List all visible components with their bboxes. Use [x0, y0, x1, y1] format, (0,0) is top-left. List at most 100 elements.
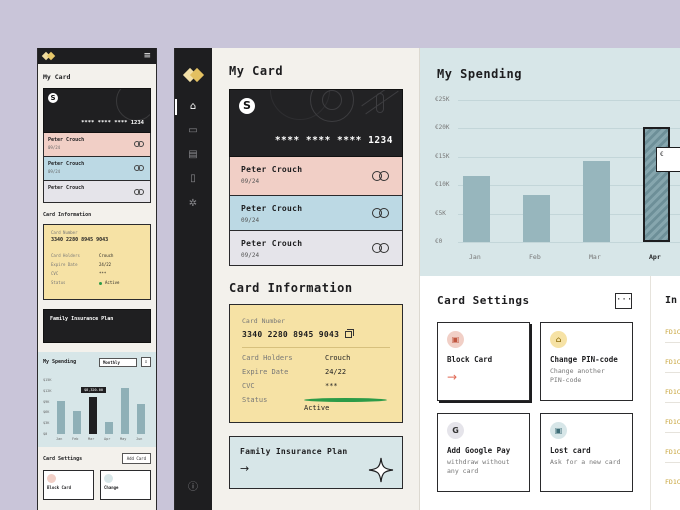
card-number: **** **** **** 1234: [81, 120, 144, 126]
google-pay-tile[interactable]: G Add Google Pay withdraw without any ca…: [437, 413, 530, 492]
phone-icon[interactable]: ▯: [190, 173, 196, 184]
block-card-tile[interactable]: ▣ Block Card →: [437, 322, 530, 401]
mobile-bar[interactable]: [73, 411, 81, 434]
status-badge: Active: [304, 404, 330, 412]
mobile-card-strip[interactable]: Peter Crouch 09/24: [43, 157, 151, 181]
intl-row[interactable]: FD1C: [665, 478, 680, 486]
y-tick-label: $15K: [43, 378, 52, 382]
x-tick-label: Apr: [104, 437, 111, 441]
copy-icon[interactable]: [345, 329, 355, 338]
mobile-block-card-tile[interactable]: Block Card: [43, 470, 94, 500]
spending-title: My Spending: [437, 67, 522, 81]
card-brand-logo: S: [239, 98, 255, 114]
y-tick-label: $6K: [43, 410, 50, 415]
more-options-icon[interactable]: ···: [615, 293, 632, 309]
intl-row[interactable]: FD1C: [665, 448, 680, 456]
arrow-right-icon: →: [447, 370, 458, 384]
info-row-status: Status Active: [242, 396, 390, 412]
credit-card[interactable]: S **** **** **** 1234: [229, 89, 403, 157]
bar-feb[interactable]: [523, 195, 550, 242]
mobile-bar[interactable]: [89, 397, 97, 434]
mobile-card-strip[interactable]: Peter Crouch: [43, 181, 151, 203]
x-tick-label: Mar: [88, 437, 95, 441]
bar-jan[interactable]: [463, 175, 490, 242]
mobile-card-info: Card Number 3340 2280 8945 9043 Card Hol…: [43, 224, 151, 300]
card-settings-title: Card Settings: [437, 294, 530, 307]
change-pin-tile[interactable]: ⌂ Change PIN-code Change another PIN-cod…: [540, 322, 633, 401]
grid-line: [458, 213, 680, 215]
card-icon[interactable]: ▭: [188, 125, 198, 136]
status-dot: [304, 398, 387, 402]
y-tick-label: $12K: [43, 388, 52, 393]
active-nav-indicator: [175, 99, 177, 115]
mobile-spending-panel: My Spending Monthly ⇩ $15K $12K $9K $6K $3K $…: [38, 352, 156, 447]
chart-tooltip: €: [656, 147, 680, 172]
intl-row[interactable]: FD1C: [665, 328, 680, 336]
download-icon[interactable]: ⇩: [141, 357, 151, 367]
period-select[interactable]: Monthly: [99, 357, 137, 367]
mastercard-icon: [134, 165, 145, 171]
mobile-insurance-plan[interactable]: Family Insurance Plan: [43, 309, 151, 343]
x-tick-label: Mar: [589, 253, 601, 261]
y-tick-label: $9K: [43, 399, 50, 404]
card-holder-name: Peter Crouch: [241, 204, 303, 213]
lock-icon: [104, 474, 113, 483]
intl-row[interactable]: FD1C: [665, 358, 680, 366]
document-icon[interactable]: ▤: [188, 149, 198, 160]
lock-icon: ⌂: [550, 331, 567, 348]
y-tick-label: $3K: [43, 421, 50, 426]
card-number-label: Card Number: [51, 230, 78, 235]
intl-row[interactable]: FD1C: [665, 388, 680, 396]
y-tick-label: €15K: [435, 152, 450, 160]
lost-card-tile[interactable]: ▣ Lost card Ask for a new card: [540, 413, 633, 492]
info-icon[interactable]: ⓘ: [188, 482, 198, 493]
grid-line: [458, 185, 680, 187]
hamburger-menu-icon[interactable]: ≡: [143, 51, 151, 61]
mobile-bar[interactable]: [105, 421, 113, 434]
x-tick-label: May: [120, 437, 127, 441]
add-card-button[interactable]: Add Card: [121, 453, 151, 464]
info-row-holder: Card Holders Crouch: [242, 354, 351, 362]
gear-icon[interactable]: ✲: [188, 198, 198, 209]
x-tick-label: Feb: [72, 437, 79, 441]
card-strip[interactable]: Peter Crouch 09/24: [229, 196, 403, 231]
mobile-card-strip[interactable]: Peter Crouch 09/24: [43, 133, 151, 157]
my-card-column: My Card S **** **** **** 1234 Peter Crou…: [212, 48, 420, 510]
card-strip[interactable]: Peter Crouch 09/24: [229, 157, 403, 196]
intl-row[interactable]: FD1C: [665, 418, 680, 426]
arrow-right-icon[interactable]: →: [240, 462, 250, 475]
tile-description: Ask for a new card: [550, 458, 621, 466]
mobile-bar[interactable]: [57, 400, 65, 434]
block-card-icon: ▣: [447, 331, 464, 348]
card-strip[interactable]: Peter Crouch 09/24: [229, 231, 403, 266]
mobile-spending-title: My Spending: [43, 359, 77, 365]
tile-title: Add Google Pay: [447, 446, 511, 455]
info-row: Card Holders Crouch: [51, 253, 114, 258]
sidebar: ⌂ ▭ ▤ ▯ ✲ ⓘ: [175, 48, 212, 510]
sparkle-icon: [368, 457, 394, 483]
intl-title: In: [665, 295, 678, 306]
card-expiry: 09/24: [241, 178, 260, 185]
mobile-topbar: ≡: [38, 48, 156, 64]
mobile-settings-title: Card Settings: [43, 455, 83, 462]
insurance-plan-card[interactable]: Family Insurance Plan →: [229, 436, 403, 489]
info-row-cvc: CVC ***: [242, 382, 338, 390]
mobile-bar[interactable]: [137, 404, 145, 434]
info-row: CVC ***: [51, 271, 107, 276]
tile-title: Change PIN-code: [550, 355, 618, 364]
bar-mar[interactable]: [583, 160, 610, 242]
bar-apr[interactable]: [643, 127, 670, 242]
x-tick-label: Jun: [136, 437, 143, 441]
mobile-credit-card[interactable]: S **** **** **** 1234: [43, 88, 151, 133]
tile-description: Change another PIN-code: [550, 367, 605, 384]
mastercard-icon: [134, 189, 145, 195]
mobile-bar[interactable]: [121, 388, 129, 434]
home-icon[interactable]: ⌂: [189, 101, 197, 112]
tile-description: withdraw without any card: [447, 458, 510, 475]
y-tick-label: €5K: [435, 209, 446, 217]
mobile-change-pin-tile[interactable]: Change: [100, 470, 151, 500]
y-tick-label: $0: [43, 432, 48, 436]
card-expiry: 09/24: [241, 252, 260, 259]
grid-line: [458, 100, 680, 101]
info-row: Expire Date 24/22: [51, 262, 112, 267]
